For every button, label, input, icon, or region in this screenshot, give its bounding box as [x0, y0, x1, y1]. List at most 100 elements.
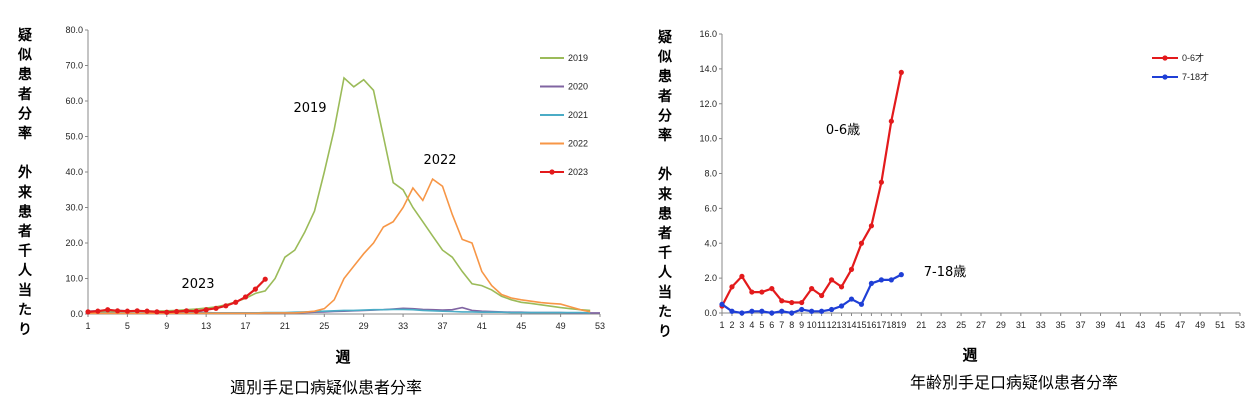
y-axis-label-char: 者: [658, 226, 672, 242]
annotation-label: 2022: [423, 153, 456, 168]
y-tick-label: 40.0: [65, 167, 83, 177]
x-tick-label: 17: [876, 320, 886, 330]
data-point-0-6才: [799, 299, 805, 306]
data-point-0-6才: [898, 69, 904, 75]
y-axis-label-char: 者: [18, 87, 32, 103]
x-tick-label: 13: [837, 320, 847, 330]
x-tick-label: 12: [827, 320, 837, 330]
data-point-0-6才: [888, 118, 894, 124]
y-tick-label: 60.0: [65, 96, 83, 106]
x-tick-label: 1: [719, 320, 724, 330]
legend-label-2023: 2023: [568, 167, 588, 177]
data-point-2023: [213, 305, 219, 311]
y-axis-label-char: り: [18, 322, 32, 338]
annotation-label: 0-6歳: [826, 123, 860, 138]
y-axis-label-char: 分: [658, 108, 672, 124]
y-axis-label-char: 患: [18, 66, 32, 83]
legend-label-0-6才: 0-6才: [1182, 52, 1204, 63]
data-point-0-6才: [749, 289, 755, 295]
x-tick-label: 21: [916, 320, 926, 330]
x-tick-label: 49: [1195, 320, 1205, 330]
chart-title: 週別手足口病疑似患者分率: [230, 378, 422, 397]
y-tick-label: 4.0: [704, 238, 717, 248]
x-tick-label: 33: [398, 321, 408, 331]
x-tick-label: 45: [516, 321, 526, 331]
x-tick-label: 10: [807, 320, 817, 330]
data-point-7-18才: [719, 301, 725, 307]
y-tick-label: 10.0: [65, 274, 83, 284]
x-tick-label: 6: [769, 320, 774, 330]
y-axis-label-char: 疑: [658, 30, 672, 46]
data-point-7-18才: [848, 296, 855, 302]
x-tick-label: 3: [739, 320, 744, 330]
annotation-label: 2019: [293, 101, 326, 116]
y-axis-label-char: 者: [658, 89, 672, 105]
data-point-0-6才: [789, 299, 795, 306]
y-axis-label-char: 疑: [18, 28, 32, 44]
data-point-2023: [144, 308, 150, 314]
y-axis-label-char: 率: [658, 127, 672, 144]
legend-label-2021: 2021: [568, 110, 588, 120]
y-axis-label-char: 似: [17, 48, 32, 64]
data-point-7-18才: [799, 306, 805, 313]
data-point-7-18才: [729, 308, 735, 314]
x-tick-label: 35: [1056, 320, 1066, 330]
y-axis-label-char: た: [658, 304, 672, 320]
data-point-0-6才: [878, 179, 884, 185]
y-axis-label-char: 分: [18, 106, 32, 122]
y-axis-label-char: 人: [658, 264, 673, 281]
x-tick-label: 9: [799, 320, 804, 330]
x-tick-label: 11: [817, 320, 826, 330]
data-point-7-18才: [878, 277, 884, 283]
data-point-7-18才: [739, 310, 745, 316]
data-point-2023: [85, 309, 91, 315]
data-point-2023: [124, 308, 130, 314]
y-axis-label-char: 患: [658, 68, 672, 85]
y-tick-label: 6.0: [704, 203, 717, 213]
data-point-0-6才: [769, 285, 775, 292]
x-axis-label: 週: [962, 346, 977, 364]
y-axis-label-char: 患: [658, 205, 672, 222]
x-tick-label: 25: [956, 320, 966, 330]
data-point-7-18才: [828, 306, 835, 313]
x-tick-label: 17: [241, 321, 251, 331]
data-point-7-18才: [898, 272, 904, 278]
y-tick-label: 80.0: [65, 25, 83, 35]
x-tick-label: 53: [1235, 320, 1245, 330]
x-tick-label: 13: [201, 321, 211, 331]
data-point-0-6才: [729, 284, 735, 290]
x-tick-label: 19: [896, 320, 906, 330]
y-tick-label: 8.0: [704, 169, 717, 179]
x-tick-label: 27: [976, 320, 986, 330]
x-tick-label: 37: [437, 321, 447, 331]
y-tick-label: 0.0: [704, 308, 717, 318]
x-tick-label: 33: [1036, 320, 1046, 330]
x-tick-label: 41: [477, 321, 487, 331]
annotation-label: 7-18歳: [924, 265, 967, 280]
data-point-7-18才: [779, 308, 785, 314]
age-hfmd-chart: 0.02.04.06.08.010.012.014.016.01 2 3 4 5 6 7 8 9…: [657, 29, 1245, 392]
y-axis-label-char: た: [18, 302, 32, 318]
y-axis-label-char: 来: [657, 187, 673, 203]
y-axis-label-char: 千: [658, 245, 672, 262]
data-point-2023: [223, 303, 229, 309]
data-point-7-18才: [868, 280, 875, 286]
x-tick-label: 23: [936, 320, 946, 330]
y-tick-label: 16.0: [699, 29, 717, 39]
y-tick-label: 30.0: [65, 203, 83, 213]
y-axis-label-char: 外: [18, 164, 32, 181]
chart-title: 年齢別手足口病疑似患者分率: [910, 373, 1118, 392]
data-point-0-6才: [828, 277, 835, 283]
data-point-2023: [95, 308, 101, 314]
data-point-7-18才: [819, 308, 825, 314]
x-tick-label: 31: [1016, 320, 1026, 330]
data-point-7-18才: [789, 310, 795, 316]
legend-label-2020: 2020: [568, 82, 588, 92]
data-point-2023: [114, 308, 121, 314]
legend-label-2022: 2022: [568, 139, 588, 149]
data-point-0-6才: [838, 284, 845, 290]
data-point-2023: [154, 309, 160, 315]
y-tick-label: 20.0: [65, 238, 83, 248]
series-line-2019: [87, 76, 591, 314]
x-tick-label: 4: [749, 320, 754, 330]
